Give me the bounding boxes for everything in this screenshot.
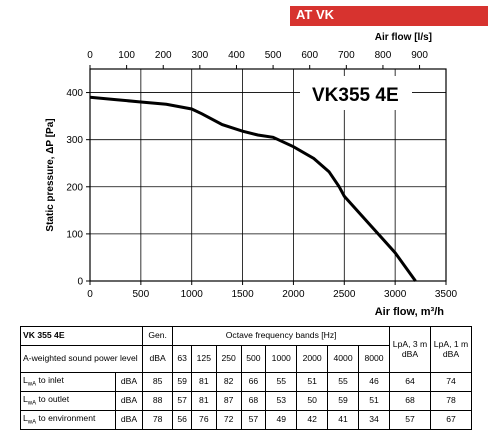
cell: 42 [296,410,329,430]
cell: 34 [358,410,390,430]
row-unit: dBA [115,372,143,392]
performance-chart: 0 500 1000 1500 2000 2500 3000 3500 0 100 200 300 4… [45,32,458,318]
cell: 53 [265,391,298,411]
y-tick-label: 0 [77,277,83,288]
octave-header: Octave frequency bands [Hz] [172,326,390,346]
cell: 68 [240,391,267,411]
cell: 49 [265,410,298,430]
y-axis-label: Static pressure, ΔP [Pa] [45,118,56,231]
cell-lpa3: 68 [389,391,431,411]
x2-tick-label: 300 [192,50,209,61]
cell: 57 [240,410,267,430]
cell: 46 [358,372,390,392]
sound-data-table: VK 355 4E Gen. Octave frequency bands [H… [20,326,472,430]
row-gen: 78 [141,410,174,430]
chart-title: VK355 4E [312,85,399,106]
cell: 56 [172,410,192,430]
x-tick-label: 3000 [384,289,407,300]
cell: 81 [190,372,217,392]
band-4000: 4000 [327,345,359,373]
cell: 82 [215,372,242,392]
cell: 76 [190,410,217,430]
table-row: LwA to environment dBA 78 56 76 72 57 49… [20,410,472,430]
cell: 41 [327,410,359,430]
x-tick-label: 3500 [435,289,458,300]
series-line [89,95,417,282]
cell-lpa1: 78 [430,391,472,411]
cell-lpa3: 64 [389,372,431,392]
row-gen: 85 [141,372,174,392]
y-tick-labels: 0 100 200 300 400 [66,88,83,287]
plot-frame [89,68,447,282]
title-box [300,76,412,110]
x-tick-label: 1000 [181,289,204,300]
y-tick-label: 100 [66,229,83,240]
cell: 55 [327,372,359,392]
x-tick-labels: 0 500 1000 1500 2000 2500 3000 3500 [87,289,457,300]
x-tick-label: 1500 [231,289,254,300]
row-unit: dBA [115,410,143,430]
row-label: LwA to inlet [20,372,116,392]
band-2000: 2000 [296,345,329,373]
band-1000: 1000 [265,345,298,373]
band-125: 125 [190,345,217,373]
cell: 55 [265,372,298,392]
x-tick-label: 2500 [333,289,356,300]
table-row: LwA to outlet dBA 88 57 81 87 68 53 50 5… [20,391,472,411]
cell: 87 [215,391,242,411]
cell-lpa3: 57 [389,410,431,430]
row-gen: 88 [141,391,174,411]
x-tick-label: 500 [133,289,150,300]
x2-axis-label: Air flow [l/s] [375,32,432,43]
aw-unit: dBA [141,345,174,373]
lpa3-header: LpA, 3 m dBA [389,326,431,373]
x2-tick-label: 700 [338,50,355,61]
cell: 66 [240,372,267,392]
band-500: 500 [240,345,267,373]
cell: 81 [190,391,217,411]
band-8000: 8000 [358,345,390,373]
row-label: LwA to outlet [20,391,116,411]
x2-tick-label: 500 [265,50,282,61]
cell: 59 [327,391,359,411]
x2-tick-label: 400 [228,50,245,61]
row-label: LwA to environment [20,410,116,430]
gen-header: Gen. [141,326,174,346]
x-axis-label: Air flow, m³/h [375,306,445,318]
x2-tick-label: 100 [118,50,135,61]
table-row: LwA to inlet dBA 85 59 81 82 66 55 51 55… [20,372,472,392]
cell: 72 [215,410,242,430]
y-tick-label: 400 [66,88,83,99]
lpa1-header: LpA, 1 m dBA [430,326,472,373]
x-tick-label: 2000 [282,289,305,300]
band-63: 63 [172,345,192,373]
row-unit: dBA [115,391,143,411]
x2-tick-label: 600 [301,50,318,61]
cell: 51 [358,391,390,411]
x-tick-label: 0 [87,289,93,300]
band-250: 250 [215,345,242,373]
x2-tick-labels: 0 100 200 300 400 500 600 700 800 900 [87,50,428,61]
x2-tick-label: 200 [155,50,172,61]
x2-tick-label: 800 [375,50,392,61]
cell-lpa1: 67 [430,410,472,430]
aw-label: A-weighted sound power level [20,345,143,373]
x2-tick-label: 900 [411,50,428,61]
cell: 57 [172,391,192,411]
cell-lpa1: 74 [430,372,472,392]
cell: 59 [172,372,192,392]
y-tick-label: 200 [66,182,83,193]
badge-underline [290,24,488,26]
cell: 51 [296,372,329,392]
cell: 50 [296,391,329,411]
x2-tick-label: 0 [87,50,93,61]
model-badge: AT VK [290,6,488,24]
table-model: VK 355 4E [20,326,143,346]
y-tick-label: 300 [66,135,83,146]
